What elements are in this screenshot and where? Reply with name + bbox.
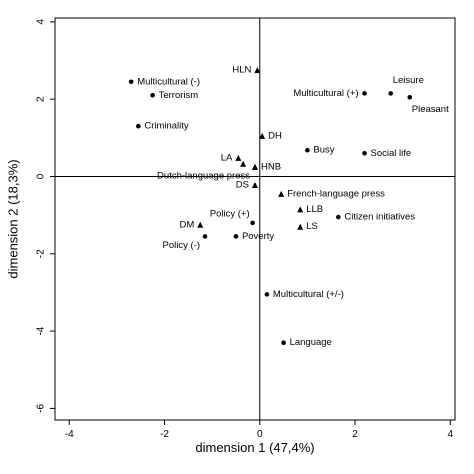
- triangle-marker: [197, 221, 204, 228]
- point-label: Leisure: [393, 75, 424, 86]
- triangle-marker: [235, 154, 242, 161]
- triangle-marker: [252, 181, 258, 188]
- plot-border: [54, 17, 456, 421]
- point-label: Language: [290, 337, 332, 348]
- dot-marker: [407, 94, 413, 100]
- dot-marker: [128, 79, 134, 85]
- y-tick-label: 2: [36, 96, 47, 102]
- point-label: Citizen initiatives: [344, 212, 415, 223]
- point-label: French-language press: [287, 188, 385, 199]
- triangle-marker: [240, 160, 247, 167]
- point-label: Policy (+): [210, 208, 250, 219]
- point-label: LS: [306, 221, 318, 232]
- x-tick-label: 4: [447, 429, 453, 440]
- point-label: Multicultural (+): [293, 88, 358, 99]
- point-label: HLN: [232, 65, 251, 76]
- point-label: Multicultural (+/-): [273, 289, 344, 300]
- dot-marker: [264, 292, 270, 297]
- dot-marker: [305, 147, 310, 153]
- point-label: DM: [179, 219, 194, 230]
- point-label: Poverty: [242, 231, 274, 242]
- triangle-marker: [252, 163, 258, 170]
- dot-marker: [150, 93, 155, 98]
- point-label: Busy: [313, 145, 334, 156]
- triangle-marker: [297, 206, 304, 213]
- y-axis: 4 2 0 -2 -4 -6: [36, 19, 55, 413]
- point-label: Criminality: [144, 121, 189, 132]
- x-tick-label: -4: [65, 429, 74, 440]
- dot-marker: [136, 123, 141, 129]
- triangle-marker: [254, 67, 261, 74]
- triangle-marker: [259, 132, 266, 139]
- x-axis: -4 -2 0 2 4: [65, 420, 453, 440]
- point-label: DH: [268, 130, 282, 141]
- y-tick-label: 0: [36, 173, 47, 179]
- point-label: LA: [221, 152, 233, 163]
- point-label: Social life: [371, 148, 412, 159]
- dot-marker: [362, 91, 367, 96]
- y-tick-label: -6: [36, 404, 47, 413]
- reference-lines: [55, 18, 455, 420]
- point-label: Pleasant: [412, 104, 449, 115]
- y-tick-label: -4: [36, 326, 47, 335]
- y-tick-label: -2: [36, 249, 47, 258]
- dot-marker: [250, 220, 255, 226]
- point-label: Multicultural (-): [137, 76, 200, 87]
- x-tick-label: 2: [352, 429, 358, 440]
- x-axis-title: dimension 1 (47,4%): [195, 440, 314, 455]
- dot-marker: [362, 150, 367, 156]
- dot-marker: [336, 214, 341, 220]
- point-label: HNB: [261, 161, 281, 172]
- dot-marker: [202, 234, 208, 239]
- x-tick-label: 0: [257, 429, 263, 440]
- y-tick-label: 4: [36, 19, 47, 25]
- triangle-marker: [297, 223, 304, 230]
- point-label: Terrorism: [159, 90, 199, 101]
- point-label: Dutch-language press: [157, 170, 250, 181]
- y-axis-title: dimension 2 (18,3%): [5, 159, 20, 278]
- x-tick-label: -2: [160, 429, 169, 440]
- point-label: DS: [236, 180, 249, 191]
- dot-marker: [233, 234, 239, 239]
- point-label: LLB: [306, 204, 323, 215]
- dot-marker: [388, 91, 394, 96]
- point-label: Policy (-): [163, 240, 200, 251]
- plot-frame: [54, 17, 456, 421]
- triangle-marker: [278, 190, 285, 197]
- data-points: [128, 67, 413, 345]
- dot-marker: [281, 340, 286, 345]
